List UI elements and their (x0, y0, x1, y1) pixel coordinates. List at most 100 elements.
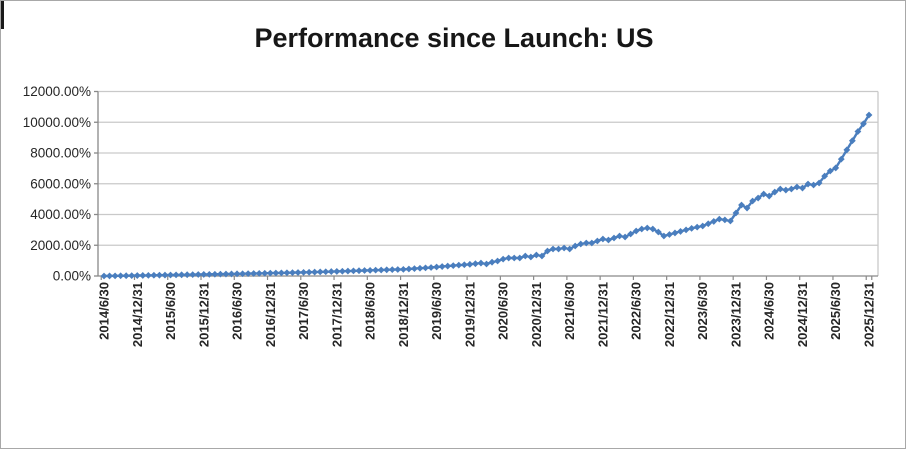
series-line (102, 113, 871, 278)
data-point-marker (338, 267, 346, 275)
data-point-marker (200, 271, 208, 278)
data-point-marker (460, 261, 468, 269)
data-point-marker (710, 218, 718, 225)
x-axis-label: 2017/6/30 (296, 282, 311, 340)
data-point-marker (516, 254, 524, 262)
data-point-marker (793, 183, 801, 191)
data-point-marker (438, 263, 446, 270)
data-point-marker (815, 179, 823, 187)
data-point-marker (255, 269, 263, 277)
data-point-marker (865, 111, 873, 119)
data-point-marker (211, 270, 219, 278)
x-axis-label: 2024/6/30 (762, 282, 777, 340)
data-point-marker (233, 270, 241, 278)
x-axis-label: 2016/6/30 (230, 282, 245, 340)
data-point-marker (100, 272, 108, 280)
data-point-marker (582, 239, 590, 247)
data-point-marker (715, 215, 723, 223)
data-point-marker (832, 164, 840, 172)
y-axis-label: 10000.00% (23, 115, 91, 130)
data-point-marker (616, 232, 623, 240)
data-point-marker (377, 266, 385, 274)
x-axis-label: 2025/6/30 (828, 282, 843, 340)
data-point-marker (433, 263, 441, 271)
data-point-marker (721, 216, 729, 224)
data-point-marker (266, 269, 274, 277)
data-point-marker (654, 228, 662, 236)
data-point-marker (294, 269, 302, 276)
x-axis-label: 2024/12/31 (795, 282, 810, 347)
data-point-marker (422, 264, 429, 272)
data-point-marker (444, 262, 452, 270)
data-point-marker (117, 272, 125, 280)
data-point-marker (222, 270, 230, 278)
data-point-marker (305, 268, 313, 276)
data-point-marker (677, 228, 684, 235)
data-point-marker (394, 266, 402, 273)
x-axis-label: 2023/6/30 (695, 282, 710, 340)
y-axis-label: 6000.00% (30, 176, 91, 191)
data-point-marker (799, 184, 806, 192)
data-point-marker (671, 229, 679, 237)
data-point-marker (593, 237, 601, 245)
data-point-marker (826, 167, 834, 175)
x-axis-label: 2021/6/30 (562, 282, 577, 340)
chart-title: Performance since Launch: US (254, 23, 654, 53)
data-point-marker (277, 269, 285, 277)
data-point-marker (610, 234, 618, 242)
data-point-marker (577, 240, 585, 248)
data-point-marker (544, 247, 551, 255)
data-point-marker (194, 271, 202, 278)
data-point-marker (521, 252, 529, 260)
data-point-marker (405, 265, 413, 273)
data-point-marker (854, 128, 862, 135)
data-point-marker (538, 252, 546, 260)
data-point-marker (139, 272, 147, 279)
data-point-marker (860, 120, 867, 128)
data-point-marker (754, 194, 762, 202)
data-point-marker (566, 245, 574, 253)
data-point-marker (771, 188, 779, 196)
data-point-marker (477, 259, 485, 267)
data-point-marker (300, 268, 307, 276)
data-point-marker (183, 271, 191, 279)
x-axis-label: 2015/6/30 (163, 282, 178, 340)
data-point-marker (843, 146, 851, 154)
data-point-marker (494, 257, 501, 265)
data-point-marker (632, 227, 640, 235)
data-point-marker (483, 260, 490, 268)
data-point-marker (366, 266, 374, 274)
data-point-marker (311, 268, 319, 276)
data-point-marker (355, 267, 363, 275)
data-point-marker (649, 225, 657, 233)
data-point-marker (682, 226, 690, 234)
data-point-marker (821, 172, 829, 180)
x-axis-label: 2022/12/31 (662, 282, 677, 347)
data-point-marker (743, 204, 751, 212)
y-axis-label: 2000.00% (30, 238, 91, 253)
data-point-marker (472, 260, 479, 268)
x-axis-label: 2025/12/31 (862, 282, 877, 347)
data-point-marker (133, 272, 141, 279)
data-point-marker (776, 185, 784, 193)
x-axis-label: 2017/12/31 (329, 282, 344, 347)
data-point-marker (782, 186, 790, 194)
data-point-marker (106, 272, 113, 280)
data-point-marker (532, 251, 540, 259)
data-point-marker (244, 270, 252, 278)
data-point-marker (804, 180, 812, 188)
data-point-marker (111, 272, 119, 280)
x-axis-label: 2014/12/31 (130, 282, 145, 347)
x-axis-label: 2016/12/31 (263, 282, 278, 347)
y-axis-label: 8000.00% (30, 146, 91, 161)
data-point-marker (167, 271, 174, 279)
x-axis-label: 2021/12/31 (595, 282, 610, 347)
data-point-marker (560, 244, 568, 252)
data-point-marker (144, 271, 152, 279)
data-point-marker (316, 268, 324, 276)
data-point-marker (488, 258, 496, 266)
data-point-marker (599, 235, 607, 243)
data-point-marker (787, 185, 795, 193)
